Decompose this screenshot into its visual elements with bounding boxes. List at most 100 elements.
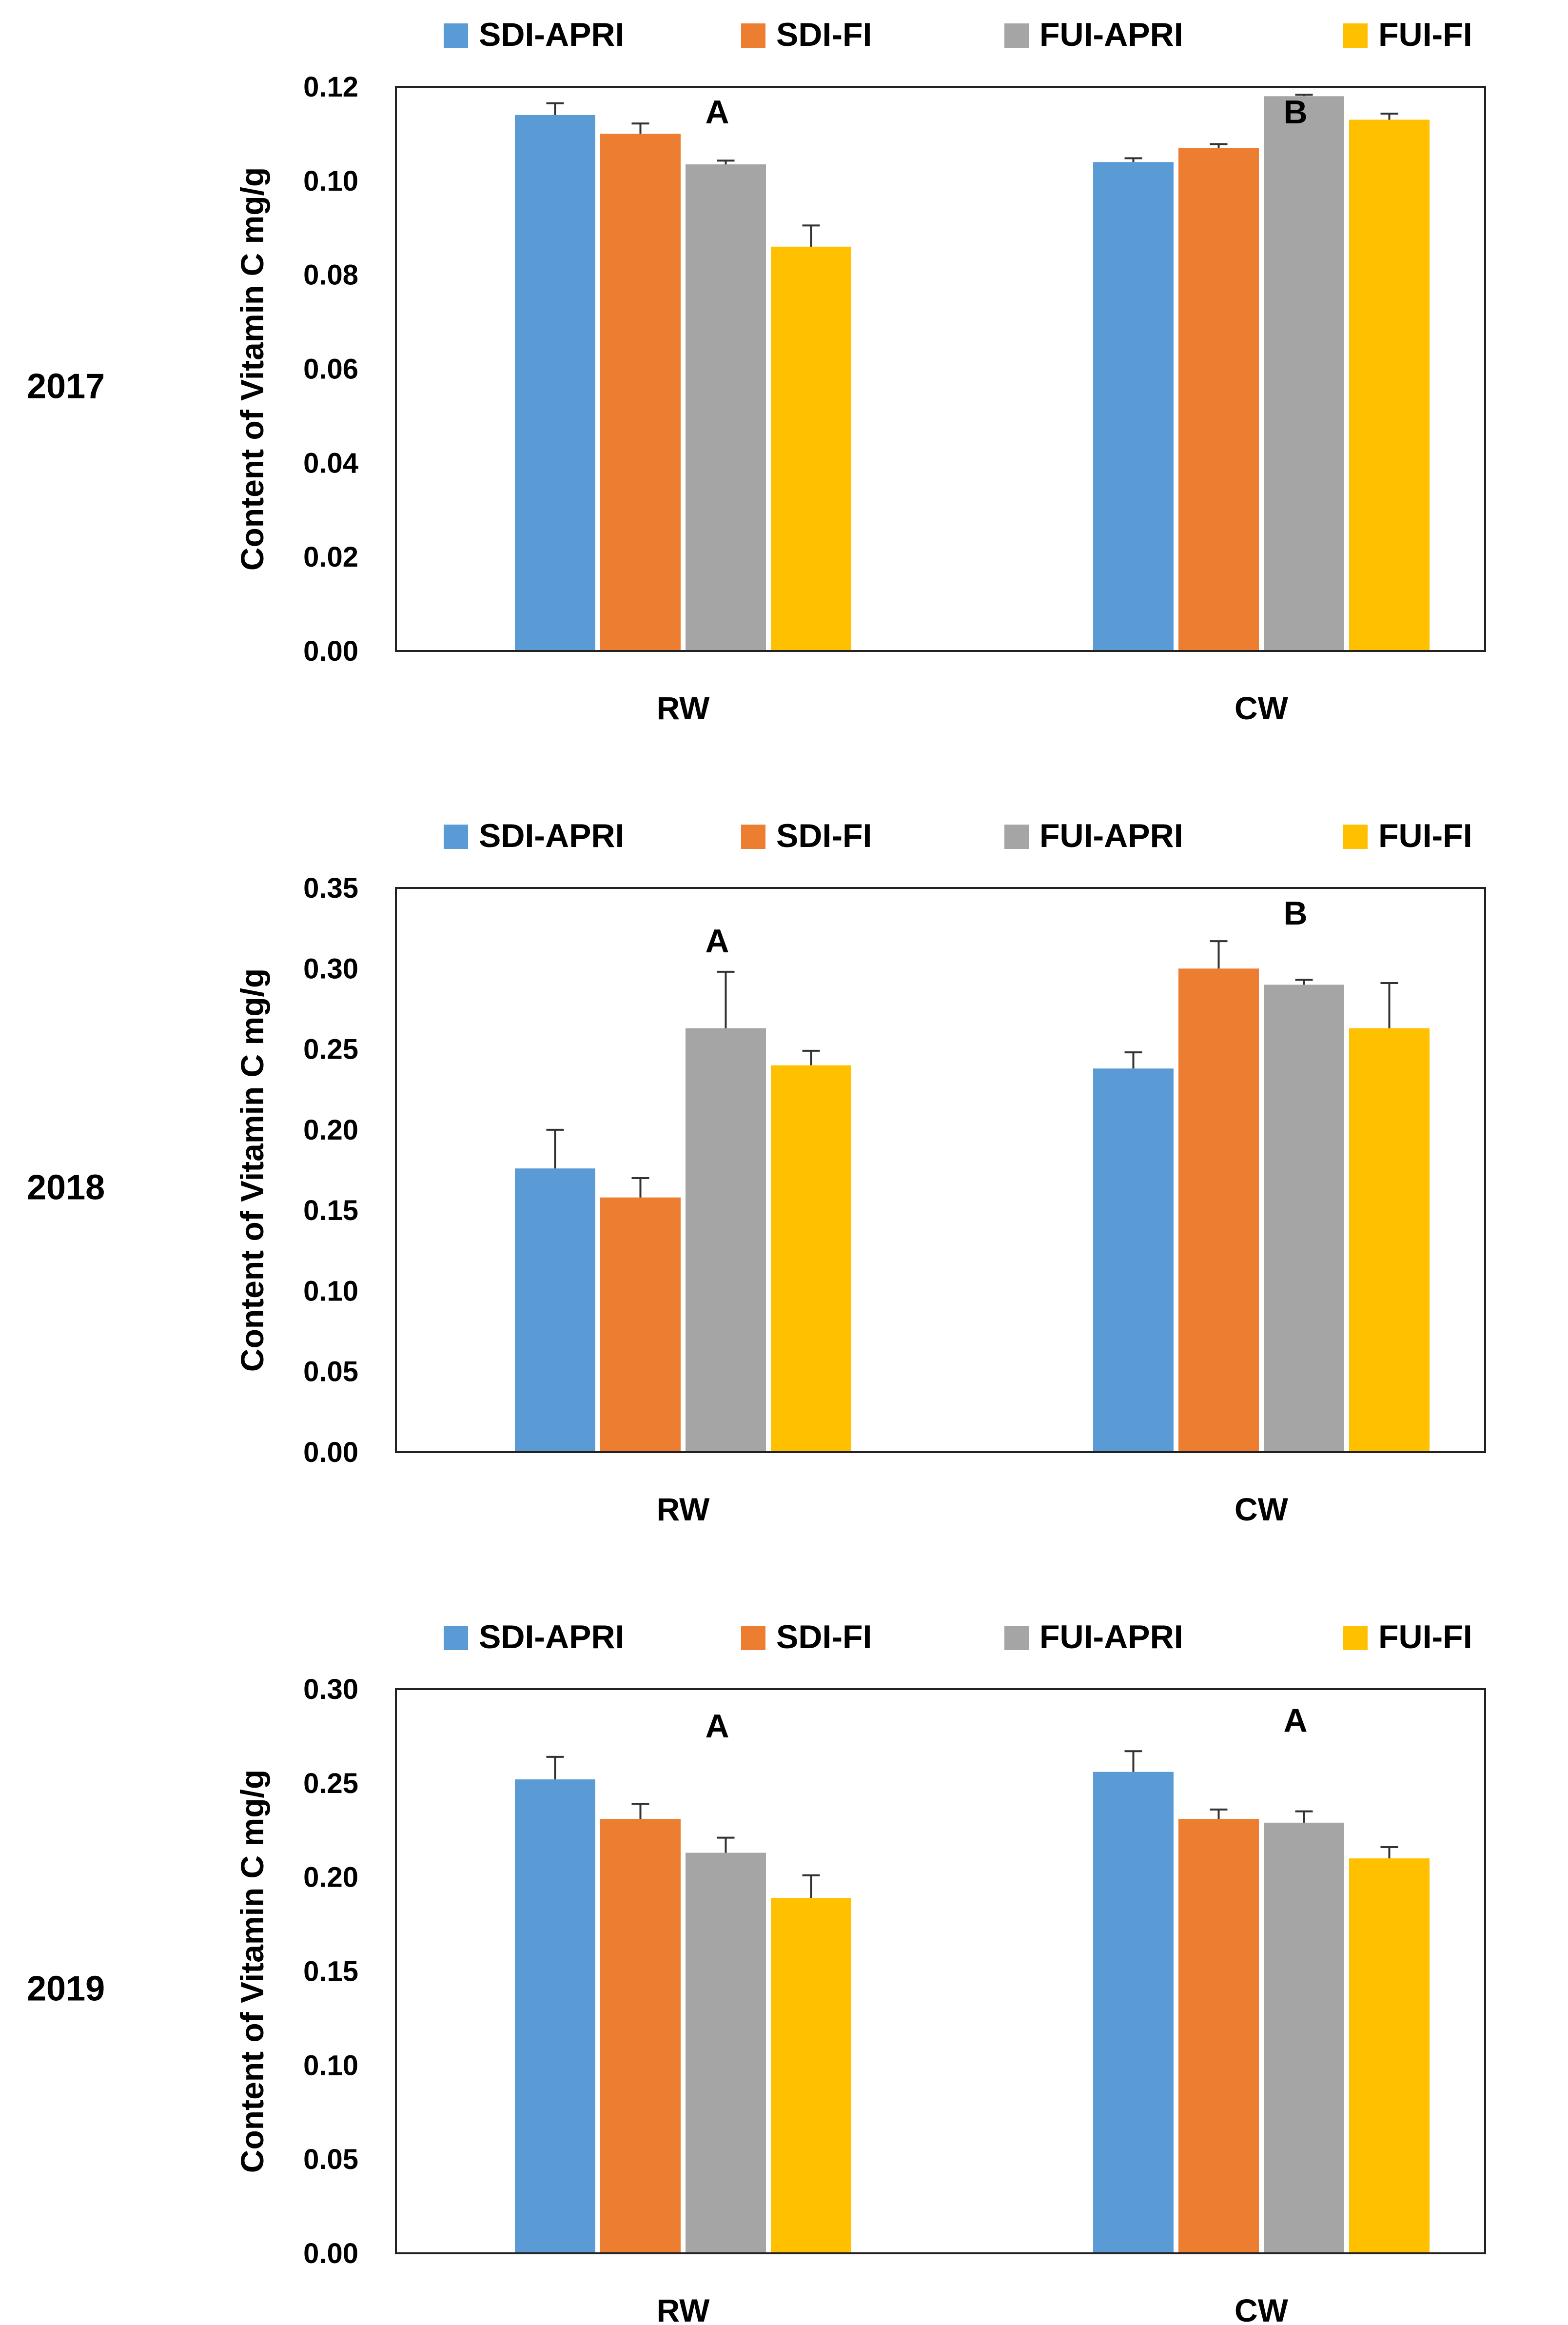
- bar-fui-fi-rw: [771, 1898, 851, 2253]
- significance-letter: A: [705, 923, 729, 960]
- chart-panel-2018: 2018 SDI-APRI SDI-FI FUI-APRI FUI-FI 0.00 0.05…: [27, 817, 1486, 1527]
- error-bar-sdi-fi-cw: [1210, 940, 1228, 969]
- error-bar-fui-apri-rw: [717, 970, 735, 1028]
- panel-year-label: 2019: [27, 1970, 105, 2009]
- significance-letter: B: [1283, 895, 1307, 932]
- legend-swatch-fui-fi: [1343, 1626, 1368, 1650]
- significance-letter: A: [705, 1708, 729, 1745]
- y-tick-label: 0.25: [303, 1768, 358, 1799]
- y-tick-label: 0.20: [303, 1862, 358, 1893]
- error-bar-fui-apri-cw: [1295, 1810, 1313, 1823]
- y-tick-label: 0.15: [303, 1195, 358, 1226]
- legend-label-fui-fi: FUI-FI: [1378, 16, 1472, 53]
- bar-fui-apri-cw: [1264, 1822, 1344, 2253]
- y-axis-title: Content of Vitamin C mg/g: [234, 1770, 270, 2173]
- bar-sdi-apri-rw: [515, 1168, 595, 1452]
- error-bar-fui-fi-cw: [1380, 1846, 1398, 1859]
- y-tick-label: 0.04: [303, 447, 358, 479]
- legend-label-sdi-apri: SDI-APRI: [479, 16, 624, 53]
- bar-sdi-apri-rw: [515, 1779, 595, 2253]
- error-bar-sdi-fi-rw: [631, 1177, 649, 1198]
- legend-label-sdi-apri: SDI-APRI: [479, 817, 624, 854]
- y-tick-label: 0.35: [303, 872, 358, 904]
- legend-swatch-sdi-fi: [741, 825, 765, 849]
- chart-panel-2019: 2019 SDI-APRI SDI-FI FUI-APRI FUI-FI 0.00 0.05…: [27, 1618, 1486, 2325]
- error-bar-sdi-apri-cw: [1124, 157, 1142, 162]
- bar-fui-fi-rw: [771, 246, 851, 651]
- bar-fui-fi-rw: [771, 1065, 851, 1452]
- legend-swatch-fui-apri: [1004, 1626, 1029, 1650]
- legend-label-sdi-fi: SDI-FI: [776, 1618, 872, 1655]
- y-tick-label: 0.05: [303, 1356, 358, 1388]
- y-axis-title: Content of Vitamin C mg/g: [234, 167, 270, 571]
- error-bar-sdi-apri-rw: [546, 1128, 564, 1169]
- bar-sdi-apri-rw: [515, 115, 595, 651]
- significance-letter: A: [705, 94, 729, 131]
- error-bar-sdi-apri-rw: [546, 102, 564, 115]
- y-tick-label: 0.00: [303, 2238, 358, 2269]
- y-tick-label: 0.10: [303, 165, 358, 197]
- legend-swatch-sdi-apri: [444, 825, 468, 849]
- y-tick-label: 0.20: [303, 1114, 358, 1146]
- error-bar-fui-apri-rw: [717, 1836, 735, 1853]
- x-category-label: CW: [1235, 2292, 1289, 2325]
- y-tick-label: 0.30: [303, 1674, 358, 1705]
- error-bar-sdi-fi-rw: [631, 122, 649, 134]
- y-tick-label: 0.05: [303, 2144, 358, 2175]
- bar-sdi-fi-rw: [600, 134, 681, 651]
- bar-fui-apri-cw: [1264, 96, 1344, 651]
- plot-area-frame: [395, 86, 1486, 652]
- error-bar-fui-apri-cw: [1295, 979, 1313, 985]
- error-bar-fui-fi-rw: [802, 224, 820, 247]
- x-category-label: RW: [657, 1491, 710, 1527]
- error-bar-sdi-fi-cw: [1210, 143, 1228, 148]
- error-bar-fui-fi-rw: [802, 1049, 820, 1065]
- panel-year-label: 2018: [27, 1168, 105, 1207]
- legend-label-sdi-fi: SDI-FI: [776, 817, 872, 854]
- legend-label-fui-fi: FUI-FI: [1378, 817, 1472, 854]
- bar-fui-apri-rw: [686, 1028, 766, 1452]
- error-bar-sdi-fi-cw: [1210, 1808, 1228, 1819]
- y-tick-label: 0.10: [303, 1275, 358, 1307]
- y-tick-label: 0.06: [303, 354, 358, 385]
- bar-sdi-fi-cw: [1178, 968, 1259, 1452]
- significance-letter: A: [1283, 1702, 1307, 1739]
- bar-sdi-apri-cw: [1093, 1068, 1174, 1452]
- x-category-label: RW: [657, 690, 710, 726]
- y-tick-label: 0.12: [303, 71, 358, 103]
- plot-area-frame: [395, 1688, 1486, 2254]
- y-tick-label: 0.00: [303, 635, 358, 667]
- x-category-label: CW: [1235, 690, 1289, 726]
- bar-sdi-fi-rw: [600, 1197, 681, 1452]
- bar-sdi-fi-cw: [1178, 148, 1259, 651]
- y-tick-label: 0.08: [303, 259, 358, 291]
- legend-swatch-sdi-fi: [741, 1626, 765, 1650]
- legend-swatch-sdi-apri: [444, 23, 468, 48]
- legend-swatch-fui-fi: [1343, 23, 1368, 48]
- y-tick-label: 0.00: [303, 1437, 358, 1468]
- bar-fui-apri-cw: [1264, 985, 1344, 1452]
- legend-label-sdi-apri: SDI-APRI: [479, 1618, 624, 1655]
- bar-fui-apri-rw: [686, 1852, 766, 2253]
- y-tick-label: 0.25: [303, 1034, 358, 1065]
- bar-sdi-apri-cw: [1093, 162, 1174, 651]
- error-bar-sdi-fi-rw: [631, 1803, 649, 1819]
- legend-swatch-fui-apri: [1004, 23, 1029, 48]
- bar-fui-fi-cw: [1349, 119, 1430, 651]
- legend-label-fui-apri: FUI-APRI: [1039, 16, 1183, 53]
- chart-panel-2017: 2017 SDI-APRI SDI-FI FUI-APRI FUI-FI 0.00 0.02…: [27, 16, 1486, 726]
- significance-letter: B: [1283, 94, 1307, 131]
- error-bar-sdi-apri-cw: [1124, 1051, 1142, 1069]
- legend-swatch-sdi-fi: [741, 23, 765, 48]
- bar-fui-fi-cw: [1349, 1028, 1430, 1452]
- legend-swatch-sdi-apri: [444, 1626, 468, 1650]
- bar-sdi-apri-cw: [1093, 1772, 1174, 2253]
- bar-fui-fi-cw: [1349, 1858, 1430, 2253]
- y-tick-label: 0.30: [303, 953, 358, 985]
- error-bar-sdi-apri-cw: [1124, 1750, 1142, 1772]
- legend-label-fui-fi: FUI-FI: [1378, 1618, 1472, 1655]
- bar-sdi-fi-cw: [1178, 1819, 1259, 2253]
- legend-swatch-fui-apri: [1004, 825, 1029, 849]
- error-bar-fui-fi-cw: [1380, 982, 1398, 1028]
